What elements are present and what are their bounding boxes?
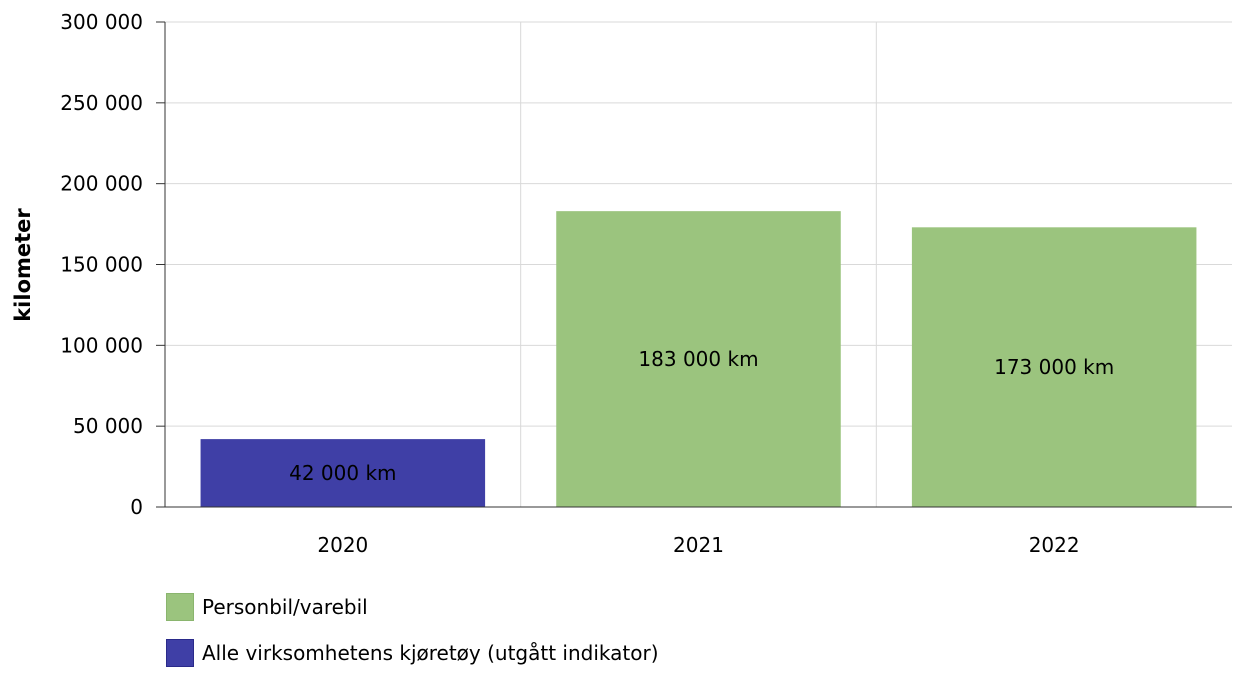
y-tick-label: 100 000 [60, 333, 143, 357]
data-labels: 42 000 km 183 000 km 173 000 km [289, 347, 1114, 485]
bar-value-label: 173 000 km [994, 355, 1114, 379]
bar [556, 211, 841, 507]
axes: 0 50 000 100 000 150 000 200 000 250 000 300 0… [60, 10, 1232, 557]
bar [200, 439, 486, 507]
legend: Personbil/varebil Alle virksomhetens kjø… [166, 592, 659, 684]
y-tick-label: 50 000 [73, 414, 143, 438]
y-tick-label: 250 000 [60, 91, 143, 115]
bar [911, 227, 1197, 508]
y-tick-label: 150 000 [60, 253, 143, 277]
legend-label-alle-kjoretoy: Alle virksomhetens kjøretøy (utgått indi… [202, 641, 659, 665]
legend-swatch-personbil [166, 593, 194, 621]
x-tick-label: 2021 [673, 533, 724, 557]
bar-value-label: 183 000 km [638, 347, 758, 371]
y-axis-label: kilometer [11, 208, 35, 322]
x-tick-label: 2020 [317, 533, 368, 557]
bars [200, 211, 1197, 508]
legend-item-personbil[interactable]: Personbil/varebil [166, 592, 659, 622]
bar-value-label: 42 000 km [289, 461, 396, 485]
y-tick-label: 200 000 [60, 172, 143, 196]
x-tick-label: 2022 [1029, 533, 1080, 557]
legend-swatch-alle-kjoretoy [166, 639, 194, 667]
y-tick-label: 300 000 [60, 10, 143, 34]
legend-item-alle-kjoretoy[interactable]: Alle virksomhetens kjøretøy (utgått indi… [166, 638, 659, 668]
legend-label-personbil: Personbil/varebil [202, 595, 368, 619]
y-tick-label: 0 [130, 495, 143, 519]
